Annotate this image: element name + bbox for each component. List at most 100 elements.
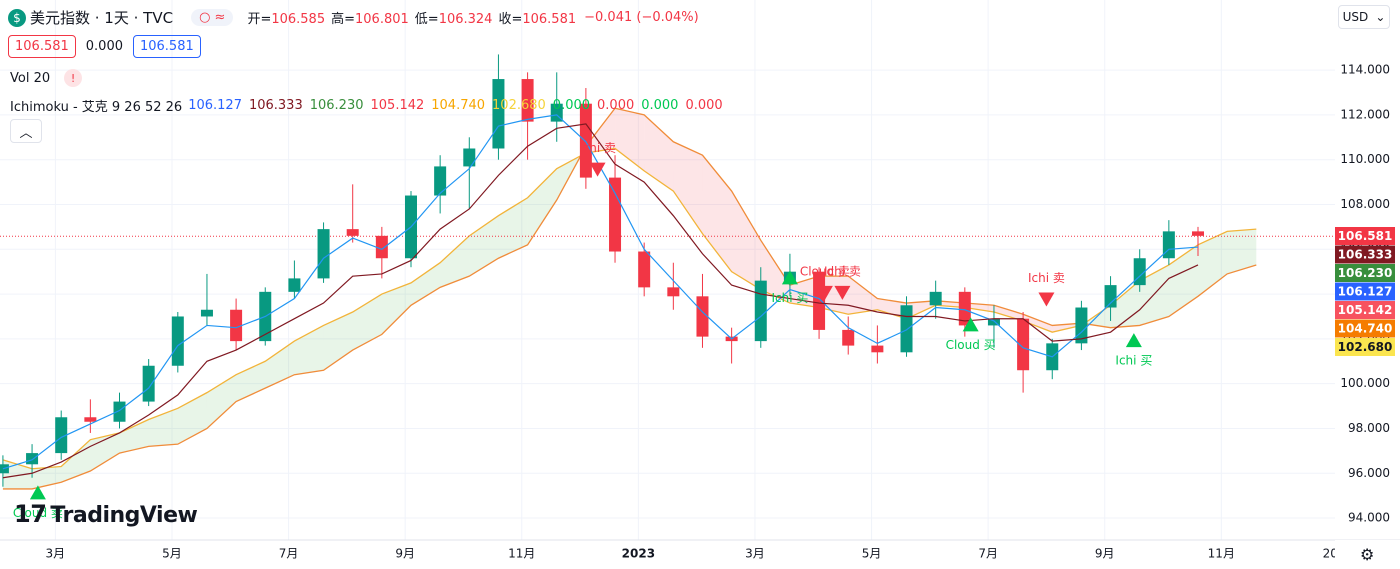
candle-body <box>1104 285 1117 308</box>
signal-marker <box>781 270 798 285</box>
price-tag-label: 106.333 <box>1338 248 1393 262</box>
candle-body <box>463 148 476 167</box>
x-tick-label: 5月 <box>862 547 882 561</box>
ohlc-value: 106.581 <box>522 12 577 27</box>
volume-label[interactable]: Vol 20 <box>10 70 51 86</box>
x-tick-label: 7月 <box>978 547 998 561</box>
logo-text: TradingView <box>50 503 198 528</box>
candle-body <box>638 251 651 288</box>
price-tag <box>1335 282 1395 301</box>
currency-selector[interactable]: USD ⌄ <box>1338 5 1390 29</box>
candle-body <box>521 79 534 122</box>
cloud-fill <box>1168 244 1199 317</box>
cloud-fill <box>1139 264 1169 326</box>
signal-label: Ichi 买 <box>771 291 808 305</box>
x-tick-label: 2023 <box>622 547 655 561</box>
indicator-value: 0.000 <box>552 98 591 113</box>
cloud-fill <box>615 108 645 171</box>
candle-body <box>375 235 388 259</box>
price-tag <box>1335 301 1395 319</box>
price-tag <box>1335 264 1395 282</box>
cloud-fill <box>906 300 936 319</box>
candle-body <box>84 417 97 422</box>
cloud-fill <box>265 341 295 389</box>
quote-row: 106.581 0.000 106.581 <box>8 35 201 58</box>
price-tag <box>1335 338 1395 356</box>
ask[interactable]: 106.581 <box>132 35 201 58</box>
compare-toggle[interactable]: ○ ≈ <box>191 9 234 26</box>
x-tick-label: 7月 <box>279 547 299 561</box>
candle-body <box>200 309 213 317</box>
price-axis-cover <box>1335 540 1400 569</box>
ohlc-label: 收= <box>498 12 523 27</box>
cloud-fill <box>177 392 207 445</box>
signal-label: Ichi 买 <box>1115 354 1152 368</box>
indicator-value: 104.740 <box>431 98 486 113</box>
cloud-fill <box>1198 231 1228 297</box>
candle-body <box>230 309 243 342</box>
cloud-fill <box>848 276 878 315</box>
signal-marker <box>29 485 46 500</box>
cloud-fill <box>644 114 674 192</box>
cloud-fill <box>498 197 528 259</box>
signal-marker <box>589 162 606 177</box>
header-row: $ 美元指数 · 1天 · TVC ○ ≈ 开=106.585 高=106.801… <box>8 7 699 28</box>
caret: ⌄ <box>1375 10 1386 24</box>
y-tick-label: 96.000 <box>1348 466 1390 480</box>
y-tick-label: 112.000 <box>1340 107 1390 121</box>
signal-marker <box>816 285 833 300</box>
indicator-value: 0.000 <box>597 98 635 113</box>
cloud-fill <box>673 141 703 234</box>
indicator-label[interactable]: Ichimoku - 艾克 9 26 52 26 <box>10 100 183 115</box>
settings-icon[interactable]: ⚙ <box>1360 545 1375 564</box>
price-tag-label: 104.740 <box>1338 322 1393 336</box>
cloud-fill <box>119 419 149 454</box>
y-tick-label: 100.000 <box>1340 376 1390 390</box>
volume-row: Vol 20 ! <box>10 69 83 87</box>
signal-marker <box>962 317 979 332</box>
warning-icon[interactable]: ! <box>64 69 83 87</box>
indicator-value: 0.000 <box>685 98 723 113</box>
signal-label: Ichi 卖 <box>1028 271 1065 285</box>
cloud-fill <box>993 305 1024 321</box>
y-tick-label: 94.000 <box>1348 511 1390 525</box>
cloud-fill <box>1023 314 1053 333</box>
candle-body <box>434 166 447 196</box>
y-tick-label: 98.000 <box>1348 421 1390 435</box>
indicator-value: 106.230 <box>309 98 364 113</box>
candle-body <box>842 329 855 346</box>
ohlc-value: 106.585 <box>271 12 326 27</box>
x-tick-label: 3月 <box>46 547 66 561</box>
price-tag-label: 106.230 <box>1338 266 1393 280</box>
cloud-fill <box>206 374 237 429</box>
price-tag <box>1335 245 1395 264</box>
cloud-fill <box>731 191 761 290</box>
candle-body <box>1192 231 1205 236</box>
indicator-value: 102.680 <box>492 98 546 113</box>
symbol[interactable]: 美元指数 · 1天 · TVC <box>30 9 174 27</box>
price-tag <box>1335 227 1395 245</box>
candle-body <box>667 287 680 297</box>
cloud-fill <box>877 298 907 319</box>
candle-body <box>113 401 126 422</box>
logo[interactable]: 17 TradingView <box>14 500 198 528</box>
bid[interactable]: 106.581 <box>8 35 76 58</box>
collapse-button[interactable]: ︿ <box>10 119 42 143</box>
signal-label: Cloud 买 <box>946 338 996 352</box>
candle-body <box>900 305 913 353</box>
ohlc-item: 低=106.324 <box>415 8 493 27</box>
x-tick-label: 11月 <box>1208 547 1235 561</box>
x-tick-label: 11月 <box>508 547 535 561</box>
price-tag-label: 106.581 <box>1338 229 1393 243</box>
candle-body <box>1017 318 1030 371</box>
candle-body <box>288 278 301 292</box>
cloud-fill <box>1227 229 1257 274</box>
cloud-line <box>2 147 1257 470</box>
x-tick-label: 3月 <box>745 547 765 561</box>
indicator-value: 106.333 <box>248 98 303 113</box>
price-tag-label: 102.680 <box>1338 340 1393 354</box>
symbol-icon: $ <box>8 8 26 27</box>
cloud-fill <box>469 215 499 277</box>
candle-body <box>987 318 1000 326</box>
ohlc-item: 高=106.801 <box>331 8 409 27</box>
